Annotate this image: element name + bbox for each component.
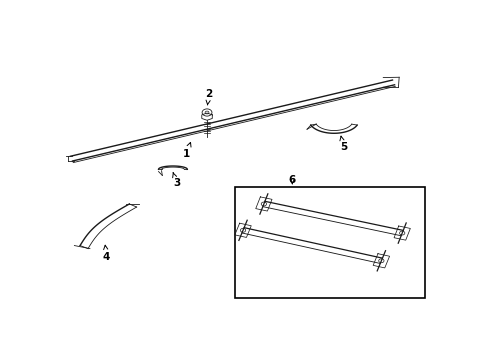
Bar: [235, 187, 424, 298]
Text: 4: 4: [102, 245, 110, 262]
Text: 6: 6: [288, 175, 295, 185]
Text: 1: 1: [182, 143, 191, 159]
Text: 3: 3: [172, 173, 180, 188]
Text: 5: 5: [339, 136, 346, 152]
Text: 2: 2: [205, 90, 212, 105]
